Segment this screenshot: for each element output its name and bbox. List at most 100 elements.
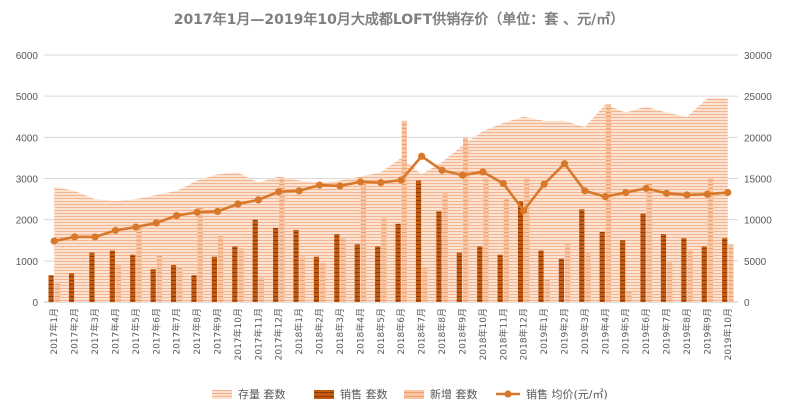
new-supply-bar	[360, 182, 367, 302]
x-tick-label: 2019年4月	[599, 308, 611, 355]
price-point	[315, 181, 324, 189]
legend-label: 新增 套数	[430, 387, 478, 401]
new-supply-bar	[177, 267, 183, 302]
y-right-tick-label: 30000	[744, 51, 772, 62]
x-tick-label: 2019年5月	[620, 308, 632, 355]
sales-bar	[517, 201, 524, 302]
price-line-series	[50, 152, 732, 245]
y-left-tick-label: 4000	[16, 133, 39, 144]
x-tick-label: 2018年1月	[293, 308, 305, 355]
y-left-tick-label: 5000	[16, 92, 39, 103]
price-point	[152, 219, 160, 227]
sales-bar	[620, 240, 626, 302]
new-supply-bar	[340, 238, 346, 302]
sales-bar	[354, 244, 360, 302]
x-tick-label: 2017年10月	[232, 308, 244, 360]
price-point	[642, 184, 650, 192]
sales-bar	[89, 252, 95, 302]
x-tick-label: 2019年3月	[579, 308, 591, 355]
y-right-tick-label: 15000	[744, 175, 772, 186]
new-supply-bar	[483, 178, 489, 302]
new-supply-bar	[605, 104, 612, 303]
new-supply-bar	[54, 283, 60, 302]
y-left-tick-label: 6000	[16, 51, 39, 62]
x-tick-label: 2017年2月	[69, 308, 81, 355]
price-point	[458, 171, 467, 179]
new-supply-bar	[626, 291, 632, 302]
price-point	[356, 178, 364, 186]
legend-swatch	[212, 390, 232, 399]
new-supply-bar	[381, 217, 387, 302]
legend-marker	[504, 390, 512, 398]
sales-bar	[68, 273, 75, 302]
legend-swatch	[314, 390, 334, 399]
x-tick-label: 2017年5月	[130, 308, 142, 355]
legend-label: 销售 均价(元/㎡)	[526, 387, 608, 401]
new-supply-bar	[707, 178, 714, 302]
x-tick-label: 2017年8月	[191, 308, 203, 355]
x-tick-label: 2018年7月	[416, 308, 428, 355]
y-right-tick-label: 5000	[744, 257, 767, 268]
price-point	[254, 196, 262, 204]
x-tick-label: 2018年2月	[314, 308, 326, 355]
price-point	[601, 193, 609, 201]
y-left-tick-label: 3000	[16, 175, 39, 186]
sales-bar	[313, 256, 320, 302]
sales-bar	[579, 209, 585, 302]
price-point	[703, 190, 711, 198]
new-supply-bar	[544, 279, 550, 302]
new-supply-bar	[646, 182, 652, 302]
y-right-tick-label: 25000	[744, 92, 772, 103]
price-point	[560, 160, 569, 168]
new-supply-bar	[462, 137, 469, 302]
sales-bar	[640, 213, 646, 302]
price-point	[662, 189, 671, 197]
sales-bar	[415, 180, 422, 302]
new-supply-bar	[585, 252, 591, 302]
sales-bar	[375, 246, 381, 302]
new-supply-bar	[442, 192, 448, 302]
new-supply-bar	[115, 264, 122, 302]
x-tick-label: 2019年7月	[661, 308, 673, 355]
x-tick-label: 2017年11月	[252, 308, 264, 360]
new-supply-bar	[197, 207, 203, 302]
x-tick-label: 2017年7月	[171, 308, 183, 355]
x-tick-label: 2017年6月	[150, 308, 162, 355]
legend-label: 存量 套数	[238, 387, 286, 401]
sales-bar	[538, 250, 544, 302]
new-supply-bar	[565, 244, 571, 302]
sales-bar	[232, 246, 238, 302]
x-tick-label: 2019年6月	[640, 308, 652, 355]
new-supply-bar	[156, 254, 162, 302]
sales-bar	[497, 254, 503, 302]
y-right-tick-label: 20000	[744, 133, 772, 144]
new-supply-bar	[218, 236, 224, 302]
sales-bar	[273, 227, 279, 302]
price-point	[50, 237, 58, 245]
price-line	[53, 154, 728, 243]
price-point	[438, 166, 446, 174]
y-left-tick-label: 1000	[16, 257, 39, 268]
y-right-tick-label: 0	[744, 298, 750, 309]
legend-swatch	[404, 390, 424, 399]
axes: 0 1000 2000 3000 4000 5000 6000 0 5000 10000 15000…	[16, 51, 772, 360]
price-point	[397, 176, 405, 184]
x-tick-label: 2018年10月	[477, 308, 489, 360]
sales-bar	[395, 223, 401, 302]
new-supply-bar	[320, 262, 326, 302]
y-left-tick-label: 2000	[16, 216, 39, 227]
legend: 存量 套数 销售 套数 新增 套数 销售 均价(元/㎡)	[212, 387, 608, 401]
price-point	[91, 233, 99, 241]
new-supply-bar	[401, 120, 407, 302]
price-point	[275, 188, 283, 196]
new-supply-bar	[728, 244, 734, 302]
x-tick-label: 2018年5月	[375, 308, 387, 355]
new-supply-bar	[136, 227, 142, 302]
x-tick-label: 2017年4月	[109, 308, 121, 355]
price-point	[234, 200, 242, 208]
x-tick-label: 2017年9月	[212, 308, 224, 355]
price-point	[336, 182, 344, 190]
sales-bar	[150, 269, 156, 302]
